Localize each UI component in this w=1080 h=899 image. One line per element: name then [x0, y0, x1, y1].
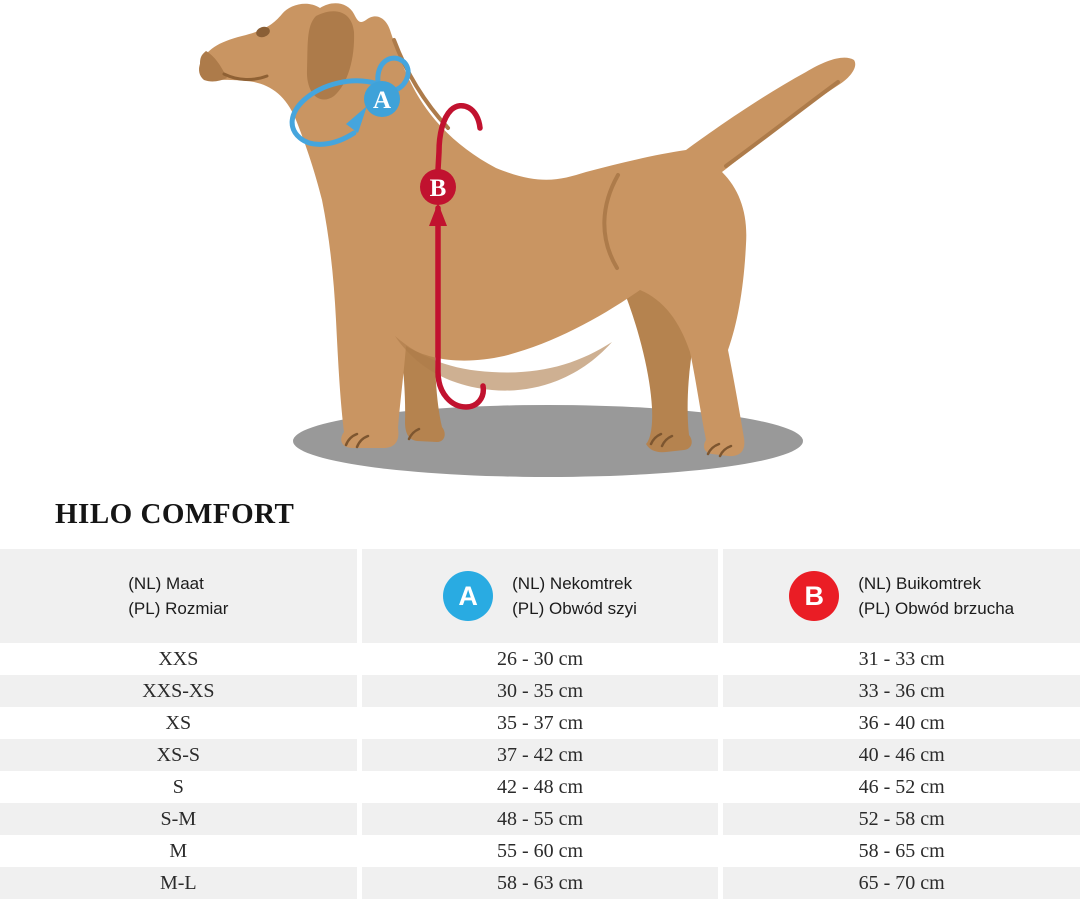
header-cell-size: (NL) Maat (PL) Rozmiar	[0, 549, 357, 643]
table-row: S 42 - 48 cm 46 - 52 cm	[0, 771, 1080, 803]
cell-neck: 58 - 63 cm	[361, 867, 719, 899]
header-size-label: (NL) Maat (PL) Rozmiar	[128, 573, 229, 619]
page-title: HILO COMFORT	[55, 498, 295, 530]
cell-neck: 35 - 37 cm	[361, 707, 719, 739]
header-neck-label: (NL) Nekomtrek (PL) Obwód szyi	[512, 573, 637, 619]
dog-eye	[256, 26, 270, 38]
table-row: M 55 - 60 cm 58 - 65 cm	[0, 835, 1080, 867]
belly-badge-icon: B	[789, 571, 840, 621]
tail-shade-line	[724, 80, 840, 168]
cell-size: M	[0, 835, 357, 867]
cell-size: XXS	[0, 643, 357, 675]
neck-arrow	[289, 55, 411, 147]
cell-belly: 31 - 33 cm	[723, 643, 1080, 675]
size-table: (NL) Maat (PL) Rozmiar A (NL) Nekomtrek …	[0, 549, 1080, 899]
cell-belly: 58 - 65 cm	[723, 835, 1080, 867]
table-row: S-M 48 - 55 cm 52 - 58 cm	[0, 803, 1080, 835]
dog-mouth-line	[222, 72, 269, 81]
girth-arrow	[429, 103, 487, 410]
cell-neck: 42 - 48 cm	[361, 771, 719, 803]
cell-belly: 36 - 40 cm	[723, 707, 1080, 739]
cell-size: XS-S	[0, 739, 357, 771]
cell-neck: 48 - 55 cm	[361, 803, 719, 835]
cell-size: M-L	[0, 867, 357, 899]
shoulder-crease	[602, 173, 620, 270]
header-cell-neck: A (NL) Nekomtrek (PL) Obwód szyi	[361, 549, 719, 643]
cell-belly: 65 - 70 cm	[723, 867, 1080, 899]
title-band: HILO COMFORT	[0, 480, 1080, 549]
neck-shade-line	[392, 38, 450, 130]
girth-marker-letter: B	[430, 175, 447, 202]
neck-arrowhead	[346, 106, 367, 133]
neck-badge-icon: A	[443, 571, 494, 621]
paw-toe-lines	[344, 427, 733, 458]
cell-belly: 33 - 36 cm	[723, 675, 1080, 707]
cell-neck: 55 - 60 cm	[361, 835, 719, 867]
dog-ear	[306, 11, 355, 100]
table-row: XXS-XS 30 - 35 cm 33 - 36 cm	[0, 675, 1080, 707]
table-row: XXS 26 - 30 cm 31 - 33 cm	[0, 643, 1080, 675]
size-table-header: (NL) Maat (PL) Rozmiar A (NL) Nekomtrek …	[0, 549, 1080, 643]
dog-illustration: A B	[199, 3, 856, 477]
cell-neck: 37 - 42 cm	[361, 739, 719, 771]
girth-arrowhead	[429, 203, 447, 226]
neck-marker-a: A	[364, 81, 400, 117]
size-table-body: XXS 26 - 30 cm 31 - 33 cm XXS-XS 30 - 35 cm 3…	[0, 643, 1080, 899]
belly-badge-letter: B	[804, 580, 824, 611]
cell-neck: 26 - 30 cm	[361, 643, 719, 675]
dog-nose	[199, 51, 227, 82]
cell-size: XS	[0, 707, 357, 739]
table-row: M-L 58 - 63 cm 65 - 70 cm	[0, 867, 1080, 899]
table-row: XS-S 37 - 42 cm 40 - 46 cm	[0, 739, 1080, 771]
cell-neck: 30 - 35 cm	[361, 675, 719, 707]
girth-marker-b: B	[420, 169, 456, 205]
cell-belly: 52 - 58 cm	[723, 803, 1080, 835]
cell-size: S	[0, 771, 357, 803]
neck-marker-letter: A	[373, 87, 391, 114]
belly-shade	[395, 336, 612, 391]
neck-badge-letter: A	[458, 580, 478, 611]
cell-size: S-M	[0, 803, 357, 835]
header-cell-belly: B (NL) Buikomtrek (PL) Obwód brzucha	[723, 549, 1080, 643]
cell-belly: 40 - 46 cm	[723, 739, 1080, 771]
cell-belly: 46 - 52 cm	[723, 771, 1080, 803]
cell-size: XXS-XS	[0, 675, 357, 707]
header-belly-label: (NL) Buikomtrek (PL) Obwód brzucha	[858, 573, 1015, 619]
table-row: XS 35 - 37 cm 36 - 40 cm	[0, 707, 1080, 739]
